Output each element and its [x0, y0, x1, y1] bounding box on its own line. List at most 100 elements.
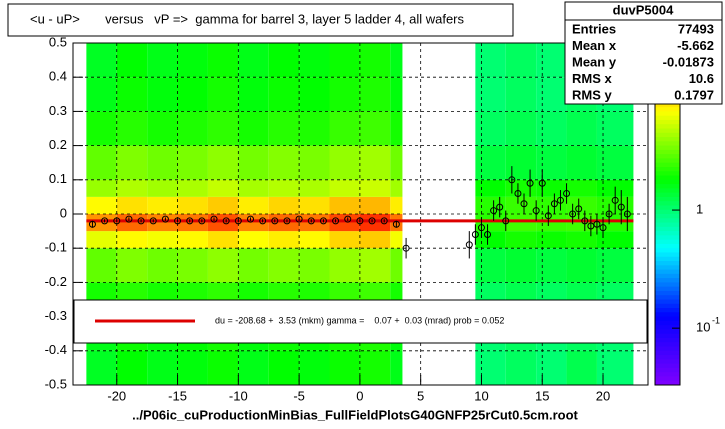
- color-bar-step: [655, 196, 680, 202]
- heatmap-cell: [86, 111, 117, 146]
- title-box: [7, 3, 514, 37]
- profile-point: [471, 224, 479, 245]
- color-bar-step: [655, 137, 680, 142]
- point: [198, 217, 206, 225]
- color-bar-step: [655, 158, 680, 164]
- color-bar-step: [655, 145, 680, 151]
- color-bar-step: [655, 380, 680, 386]
- heatmap-cell: [566, 111, 597, 146]
- point: [484, 231, 492, 239]
- heatmap-cell: [390, 248, 403, 283]
- x-tick-label: -15: [168, 388, 187, 403]
- heatmap-cell: [505, 214, 537, 232]
- color-bar-step: [655, 295, 680, 300]
- y-tick-label: -0.5: [45, 376, 67, 391]
- profile-point: [575, 198, 583, 220]
- heatmap-cell: [505, 77, 537, 112]
- point: [149, 217, 157, 225]
- heatmap-cell: [86, 231, 117, 249]
- profile-point: [259, 217, 267, 225]
- heatmap-cell: [147, 231, 178, 249]
- heatmap-cell: [86, 248, 117, 283]
- color-bar-step: [655, 256, 680, 262]
- stats-label: RMS y: [572, 87, 613, 102]
- profile-point: [611, 186, 619, 214]
- point: [496, 203, 504, 211]
- heatmap-cell: [596, 248, 634, 283]
- profile-point: [392, 220, 400, 228]
- profile-point: [538, 169, 546, 197]
- color-bar-step: [655, 209, 680, 215]
- profile-point: [198, 217, 206, 225]
- heatmap-cell: [596, 231, 634, 249]
- heatmap-cell: [359, 179, 391, 197]
- stats-title: duvP5004: [613, 2, 674, 17]
- profile-point: [526, 169, 534, 197]
- x-tick-label: 10: [474, 388, 488, 403]
- color-bar-step: [655, 359, 680, 365]
- color-bar-step: [655, 154, 680, 159]
- heatmap-cell: [147, 196, 178, 214]
- heatmap-cell: [177, 111, 208, 146]
- point: [222, 217, 230, 225]
- point: [88, 220, 96, 228]
- heatmap-cell: [596, 350, 634, 385]
- profile-point: [125, 215, 133, 223]
- heatmap-cell: [329, 179, 360, 197]
- color-bar-step: [655, 282, 680, 288]
- point: [113, 217, 121, 225]
- profile-point: [271, 217, 279, 225]
- heatmap-cell: [475, 248, 506, 283]
- heatmap-cell: [268, 43, 300, 78]
- heatmap-cell: [536, 145, 567, 180]
- heatmap-cell: [207, 196, 239, 214]
- y-tick-label: 0.2: [49, 137, 67, 152]
- color-bar-step: [655, 320, 680, 326]
- y-tick-label: -0.3: [45, 308, 67, 323]
- color-bar-step: [655, 325, 680, 330]
- color-bar-step: [655, 278, 680, 283]
- color-bar-step: [655, 273, 680, 279]
- profile-point: [402, 237, 410, 259]
- profile-point: [587, 215, 595, 237]
- point: [161, 215, 169, 223]
- heatmap-cell: [116, 111, 148, 146]
- heatmap-cell: [299, 43, 330, 78]
- heatmap-cell: [299, 350, 330, 385]
- heatmap-cell: [207, 43, 239, 78]
- heatmap-cell: [116, 145, 148, 180]
- profile-point: [319, 217, 327, 225]
- color-bar-step: [655, 286, 680, 292]
- profile-point: [623, 196, 631, 232]
- heatmap-cell: [390, 43, 403, 78]
- color-bar-step: [655, 269, 680, 275]
- profile-point: [563, 183, 571, 204]
- point: [526, 179, 534, 187]
- profile-point: [332, 217, 340, 225]
- profile-point: [186, 217, 194, 225]
- heatmap-cell: [268, 350, 300, 385]
- heatmap-cell: [299, 145, 330, 180]
- stats-label: Mean x: [572, 38, 617, 53]
- heatmap-cell: [238, 145, 269, 180]
- color-bar-step: [655, 107, 680, 112]
- heatmap-cell: [238, 111, 269, 146]
- profile-point: [295, 215, 303, 223]
- heatmap-cell: [329, 111, 360, 146]
- profile-point: [113, 217, 121, 225]
- z-tick-exponent: -1: [712, 316, 720, 326]
- heatmap-cell: [475, 231, 506, 249]
- point: [508, 176, 516, 184]
- heatmap-cell: [86, 350, 117, 385]
- heatmap-cell: [475, 179, 506, 197]
- stats-value: 0.1797: [674, 87, 714, 102]
- heatmap-cell: [566, 231, 597, 249]
- heatmap-cell: [299, 111, 330, 146]
- heatmap-cell: [207, 179, 239, 197]
- y-tick-label: -0.2: [45, 274, 67, 289]
- y-tick-label: 0: [60, 205, 67, 220]
- heatmap-cell: [268, 77, 300, 112]
- heatmap-cell: [505, 231, 537, 249]
- point: [502, 217, 510, 225]
- y-tick-label: -0.1: [45, 240, 67, 255]
